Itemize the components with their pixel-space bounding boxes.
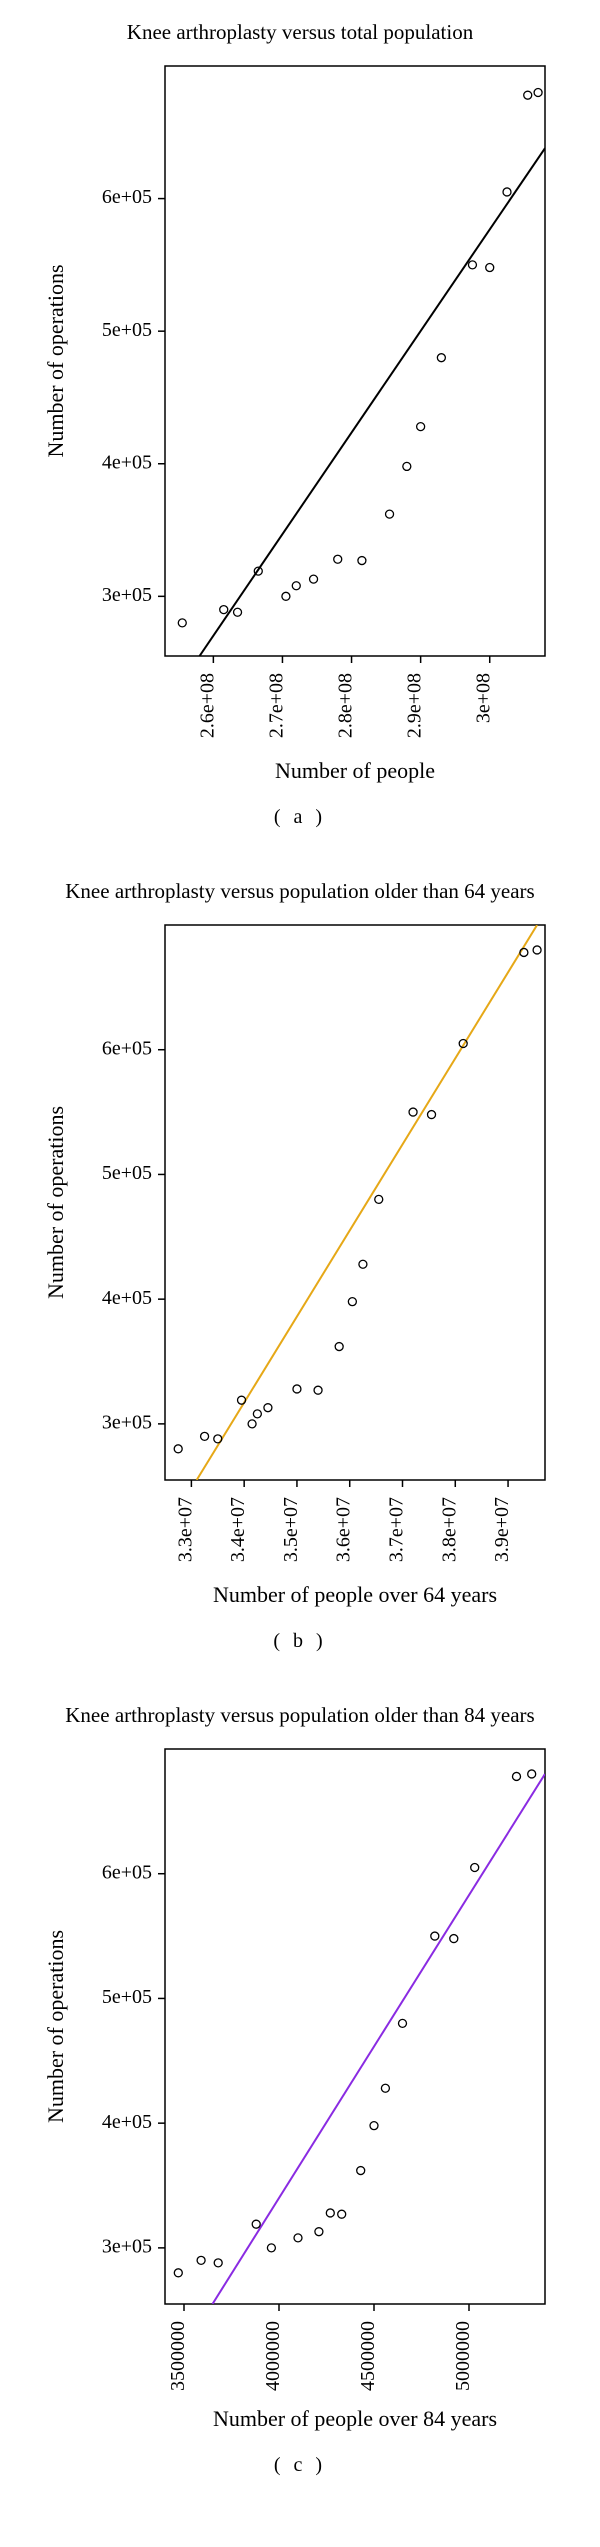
x-tick-label: 2.8e+08 bbox=[335, 673, 357, 738]
y-tick-label: 4e+05 bbox=[102, 2111, 152, 2133]
x-tick-label: 3.4e+07 bbox=[227, 1497, 249, 1562]
x-tick-label: 4500000 bbox=[357, 2321, 379, 2391]
x-tick-label: 3500000 bbox=[167, 2321, 189, 2391]
y-tick-label: 4e+05 bbox=[102, 1287, 152, 1309]
y-tick-label: 3e+05 bbox=[102, 1411, 152, 1433]
y-tick-label: 6e+05 bbox=[102, 186, 152, 208]
x-tick-label: 3.7e+07 bbox=[386, 1497, 408, 1562]
y-tick-label: 6e+05 bbox=[102, 1861, 152, 1883]
x-tick-label: 3.5e+07 bbox=[280, 1497, 302, 1562]
y-tick-label: 5e+05 bbox=[102, 1986, 152, 2008]
panel-sub-label: ( b ) bbox=[10, 1630, 590, 1653]
figure-container: Knee arthroplasty versus total populatio… bbox=[10, 20, 590, 2477]
x-axis-title: Number of people over 64 years bbox=[213, 1582, 497, 1607]
chart-title: Knee arthroplasty versus total populatio… bbox=[10, 20, 590, 45]
y-axis-title: Number of operations bbox=[43, 1106, 68, 1299]
chart-svg-a: 2.6e+08 2.7e+08 2.8e+08 2.9e+08 3e+08 3e+05 4e… bbox=[35, 51, 565, 796]
chart-svg-c: 3500000 4000000 4500000 5000000 3e+05 4e+05 5e… bbox=[35, 1734, 565, 2444]
x-tick-label: 2.9e+08 bbox=[404, 673, 426, 738]
x-axis-title: Number of people bbox=[275, 758, 435, 783]
x-tick-label: 3e+08 bbox=[473, 673, 495, 723]
chart-title: Knee arthroplasty versus population olde… bbox=[10, 879, 590, 904]
chart-panel-c: Knee arthroplasty versus population olde… bbox=[10, 1703, 590, 2477]
y-tick-label: 3e+05 bbox=[102, 2235, 152, 2257]
x-tick-label: 3.9e+07 bbox=[491, 1497, 513, 1562]
panel-sub-label: ( c ) bbox=[10, 2454, 590, 2477]
x-tick-label: 2.6e+08 bbox=[196, 673, 218, 738]
y-axis-title: Number of operations bbox=[43, 264, 68, 457]
x-tick-label: 2.7e+08 bbox=[265, 673, 287, 738]
x-tick-label: 3.8e+07 bbox=[438, 1497, 460, 1562]
y-tick-label: 6e+05 bbox=[102, 1037, 152, 1059]
chart-panel-b: Knee arthroplasty versus population olde… bbox=[10, 879, 590, 1653]
plot-frame bbox=[165, 66, 545, 656]
plot-frame bbox=[165, 925, 545, 1480]
chart-svg-b: 3.3e+07 3.4e+07 3.5e+07 3.6e+07 3.7e+07 3.8e+… bbox=[35, 910, 565, 1620]
panel-sub-label: ( a ) bbox=[10, 806, 590, 829]
y-tick-label: 3e+05 bbox=[102, 584, 152, 606]
y-tick-label: 5e+05 bbox=[102, 1162, 152, 1184]
y-tick-label: 4e+05 bbox=[102, 451, 152, 473]
x-tick-label: 3.6e+07 bbox=[333, 1497, 355, 1562]
chart-panel-a: Knee arthroplasty versus total populatio… bbox=[10, 20, 590, 829]
chart-title: Knee arthroplasty versus population olde… bbox=[10, 1703, 590, 1728]
x-tick-label: 5000000 bbox=[452, 2321, 474, 2391]
x-tick-label: 3.3e+07 bbox=[174, 1497, 196, 1562]
y-axis-title: Number of operations bbox=[43, 1930, 68, 2123]
x-axis-title: Number of people over 84 years bbox=[213, 2406, 497, 2431]
y-tick-label: 5e+05 bbox=[102, 319, 152, 341]
plot-frame bbox=[165, 1749, 545, 2304]
x-tick-label: 4000000 bbox=[262, 2321, 284, 2391]
